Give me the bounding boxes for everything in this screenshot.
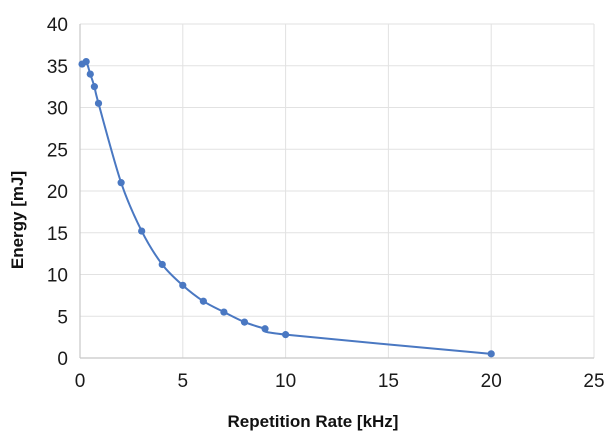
y-tick-label: 30	[47, 99, 68, 120]
data-point	[220, 308, 228, 316]
data-point	[179, 281, 187, 289]
x-tick-label: 5	[178, 371, 189, 392]
tick-labels: 0 5 10 15 20 25 0 5 10 15 20 25 30 35 40	[47, 15, 605, 392]
data-point	[117, 179, 125, 187]
axes	[79, 24, 594, 359]
grid	[80, 23, 595, 358]
y-tick-label: 5	[57, 307, 68, 328]
y-axis-title: Energy [mJ]	[8, 171, 27, 269]
y-tick-label: 10	[47, 266, 68, 287]
x-axis-title: Repetition Rate [kHz]	[228, 412, 399, 431]
data-point	[282, 331, 290, 339]
y-tick-label: 15	[47, 224, 68, 245]
data-point	[90, 83, 98, 91]
data-point	[261, 325, 269, 333]
data-point	[94, 99, 103, 107]
data-point	[158, 260, 166, 269]
data-point	[240, 318, 249, 326]
y-tick-label: 0	[57, 349, 68, 370]
y-tick-label: 40	[47, 15, 68, 36]
data-point	[138, 227, 146, 235]
x-tick-label: 0	[75, 371, 86, 392]
x-tick-label: 25	[583, 371, 604, 392]
data-point	[487, 350, 495, 358]
x-tick-label: 10	[275, 371, 296, 392]
y-tick-label: 35	[47, 57, 68, 78]
y-tick-label: 25	[47, 140, 68, 161]
x-tick-label: 15	[378, 371, 399, 392]
series-layer	[78, 57, 495, 358]
data-point	[82, 57, 90, 66]
y-tick-label: 20	[47, 182, 68, 203]
data-point	[86, 70, 94, 78]
x-tick-label: 20	[481, 371, 502, 392]
series-line	[81, 60, 492, 355]
data-point	[199, 297, 207, 305]
